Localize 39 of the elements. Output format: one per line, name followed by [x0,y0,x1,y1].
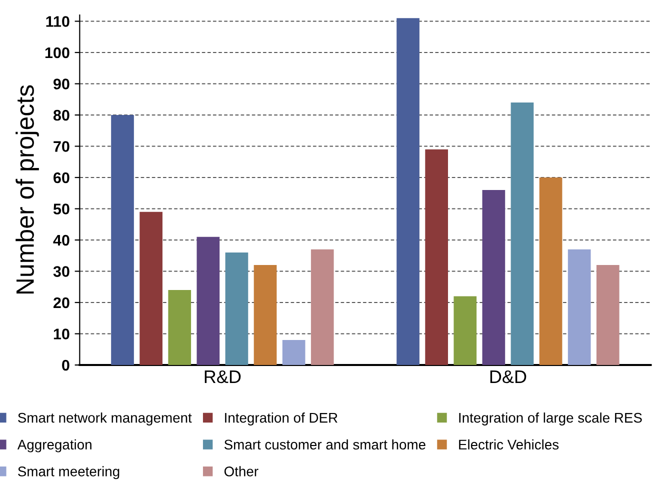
y-tick-label: 0 [62,360,70,371]
bar [254,265,277,365]
y-tick-label: 90 [53,78,70,90]
legend-label: Integration of DER [225,412,338,426]
bar [225,252,248,365]
y-tick-label: 20 [53,297,70,308]
bar [510,102,534,365]
bar [396,18,420,365]
y-axis-title: Number of projects [16,85,39,294]
bar [168,290,192,365]
y-tick-label: 70 [54,141,70,152]
bar [111,115,134,365]
legend-label: Aggregation [17,439,92,452]
y-tick-label: 110 [46,16,70,27]
y-tick-label: 10 [54,328,70,340]
y-tick-label: 80 [53,110,70,121]
legend-label: Smart meetering [18,466,120,480]
y-tick-label: 60 [54,172,70,184]
bar [596,265,620,365]
x-tick-label: R&D [204,370,241,384]
legend-label: Other [224,466,258,476]
y-tick-label: 100 [45,47,70,58]
bar [425,149,448,365]
bar [482,190,506,365]
bar [568,249,591,365]
bar [454,296,477,365]
bar [282,340,306,365]
bar [539,178,562,365]
legend-label: Integration of large scale RES [459,412,642,426]
bar [196,236,220,365]
x-tick-label: D&D [490,370,526,384]
y-tick-label: 30 [53,266,70,277]
legend-label: Smart customer and smart home [224,439,426,450]
bar [140,212,162,365]
y-tick-label: 50 [53,204,70,214]
y-tick-label: 40 [53,234,70,246]
bar [310,249,334,365]
legend-label: Smart network management [18,412,192,426]
legend-label: Electric Vehicles [459,439,559,450]
